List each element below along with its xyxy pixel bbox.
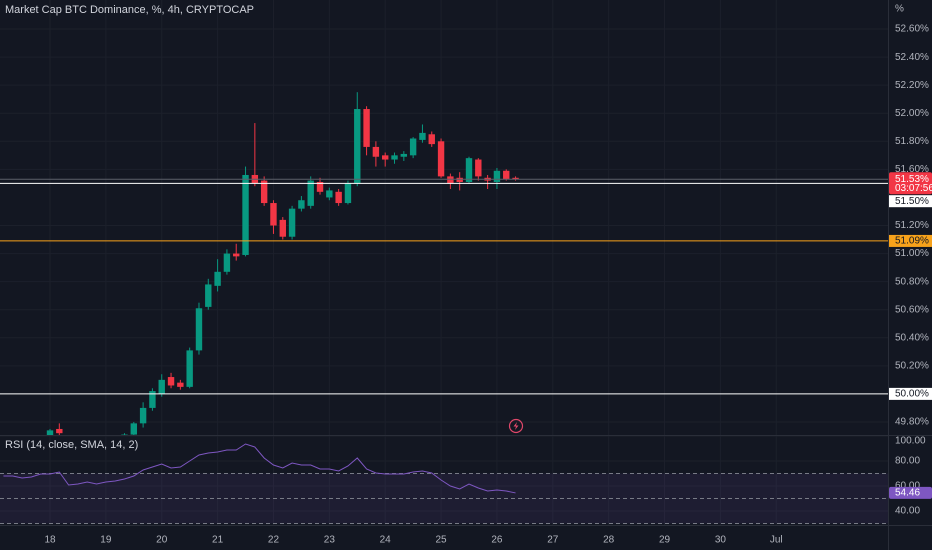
candle-body bbox=[344, 183, 352, 204]
horizontal-line-box bbox=[889, 387, 932, 400]
y-tick-label: 52.60% bbox=[895, 24, 929, 35]
y-tick-label: 52.00% bbox=[895, 108, 929, 119]
candle-body bbox=[437, 141, 445, 177]
chart-title: Market Cap BTC Dominance, %, 4h, CRYPTOC… bbox=[5, 4, 254, 16]
candle-body bbox=[177, 382, 184, 387]
candle-body bbox=[260, 180, 268, 204]
candle-body bbox=[363, 109, 370, 147]
y-tick-label: 51.80% bbox=[895, 136, 929, 147]
x-tick-label: 25 bbox=[436, 535, 448, 546]
candle-body bbox=[288, 208, 296, 237]
y-tick-label: 50.20% bbox=[895, 360, 929, 371]
candle-body bbox=[195, 308, 203, 351]
price-pane bbox=[0, 92, 888, 435]
candle-body bbox=[447, 176, 454, 184]
candle-body bbox=[167, 377, 175, 386]
horizontal-line-label: 51.09% bbox=[895, 236, 929, 247]
x-tick-label: Jul bbox=[770, 535, 783, 546]
rsi-title: RSI (14, close, SMA, 14, 2) bbox=[5, 439, 138, 451]
candle-body bbox=[475, 159, 482, 177]
candle-body bbox=[372, 146, 380, 157]
x-tick-label: 26 bbox=[491, 535, 503, 546]
replay-icon[interactable] bbox=[508, 418, 524, 434]
candle-body bbox=[493, 170, 501, 182]
x-tick-label: 27 bbox=[547, 535, 559, 546]
candle-body bbox=[354, 109, 361, 184]
candle-body bbox=[46, 430, 54, 435]
candle-body bbox=[456, 177, 463, 182]
candle-body bbox=[428, 134, 435, 145]
candle-body bbox=[205, 284, 212, 307]
y-tick-label: 52.40% bbox=[895, 52, 929, 63]
rsi-value-box bbox=[889, 486, 932, 499]
countdown-label: 03:07:56 bbox=[895, 183, 932, 194]
x-tick-label: 29 bbox=[659, 535, 671, 546]
x-tick-label: 22 bbox=[268, 535, 280, 546]
y-tick-label: 51.20% bbox=[895, 220, 929, 231]
y-tick-label: 40.00 bbox=[895, 506, 920, 517]
y-tick-label: 51.60% bbox=[895, 164, 929, 175]
candle-body bbox=[223, 253, 231, 272]
y-tick-label: 80.00 bbox=[895, 456, 920, 467]
x-tick-label: 20 bbox=[156, 535, 168, 546]
candle-body bbox=[139, 407, 147, 424]
last-price-box bbox=[889, 172, 932, 195]
candle-body bbox=[279, 219, 286, 237]
horizontal-line-label: 50.00% bbox=[895, 389, 929, 400]
candle-body bbox=[512, 177, 519, 180]
last-price-label: 51.53% bbox=[895, 174, 929, 185]
y-tick-label: 50.60% bbox=[895, 304, 929, 315]
candle-body bbox=[298, 200, 305, 209]
horizontal-line-box bbox=[889, 195, 932, 208]
candle-body bbox=[465, 158, 473, 182]
candle-body bbox=[391, 155, 398, 160]
candle-body bbox=[214, 271, 221, 286]
candle-body bbox=[56, 428, 63, 434]
candle-body bbox=[503, 170, 510, 180]
rsi-pane bbox=[0, 443, 888, 524]
horizontal-line-label: 51.50% bbox=[895, 196, 929, 207]
y-unit: % bbox=[895, 4, 904, 15]
candle-body bbox=[158, 379, 165, 394]
y-tick-label: 50.40% bbox=[895, 332, 929, 343]
x-tick-label: 23 bbox=[324, 535, 336, 546]
candle-body bbox=[335, 191, 342, 204]
candle-body bbox=[326, 190, 333, 198]
y-tick-label: 60.00 bbox=[895, 481, 920, 492]
candle-body bbox=[242, 174, 249, 255]
candle-body bbox=[121, 434, 128, 435]
rsi-value-label: 54.46 bbox=[895, 488, 920, 499]
candle-body bbox=[382, 155, 389, 160]
y-tick-label: 51.00% bbox=[895, 248, 929, 259]
rsi-line bbox=[3, 443, 516, 494]
icon-bolt bbox=[513, 422, 519, 430]
candle-body bbox=[149, 391, 156, 408]
candle-body bbox=[270, 203, 277, 226]
x-tick-label: 28 bbox=[603, 535, 615, 546]
x-tick-label: 24 bbox=[380, 535, 392, 546]
y-tick-label: 52.20% bbox=[895, 80, 929, 91]
candle-body bbox=[307, 180, 314, 206]
x-tick-label: 30 bbox=[715, 535, 727, 546]
candle-body bbox=[233, 253, 240, 257]
candle-body bbox=[316, 181, 324, 192]
icon-circle bbox=[508, 418, 524, 434]
x-tick-label: 19 bbox=[100, 535, 112, 546]
y-tick-label: 49.80% bbox=[895, 417, 929, 428]
candle-body bbox=[130, 423, 138, 435]
candle-body bbox=[186, 350, 193, 387]
y-tick-label: 50.80% bbox=[895, 276, 929, 287]
x-tick-label: 18 bbox=[44, 535, 56, 546]
x-tick-label: 21 bbox=[212, 535, 224, 546]
horizontal-line-box bbox=[889, 234, 932, 247]
axes: 52.60% 52.40% 52.20% 52.00% 51.80% 51.60% 51.2… bbox=[44, 24, 932, 546]
candle-body bbox=[419, 132, 426, 140]
candle-body bbox=[400, 153, 408, 157]
candle-body bbox=[409, 138, 417, 156]
y-tick-label: 100.00 bbox=[895, 436, 926, 447]
